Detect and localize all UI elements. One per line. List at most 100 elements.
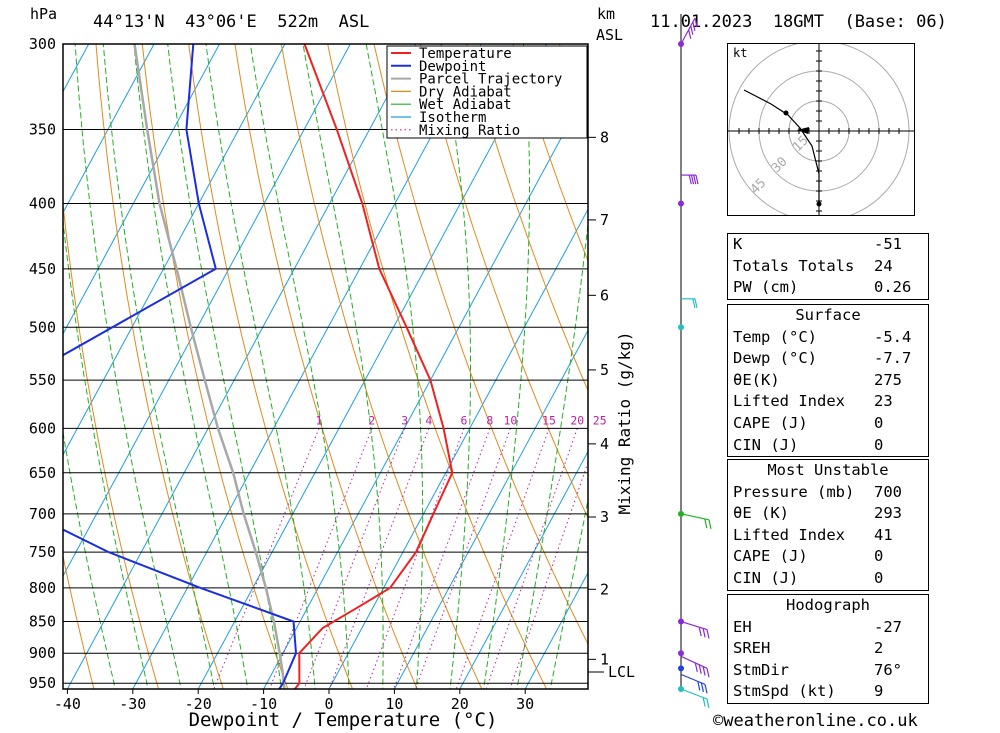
mu-value: 0 xyxy=(874,547,884,566)
most-unstable-panel: Most Unstable Pressure (mb) 700 θE (K) 293… xyxy=(727,459,929,591)
dry-adiabat-line xyxy=(327,44,547,689)
wind-barb-flag xyxy=(700,682,704,692)
wet-adiabat-line xyxy=(302,44,384,689)
mixing-ratio-label: 15 xyxy=(542,413,556,427)
mixing-ratio-line xyxy=(393,428,491,689)
isotherm-line xyxy=(63,44,286,456)
legend-label: Dry Adiabat xyxy=(419,84,512,100)
wind-barb-flag xyxy=(702,666,706,676)
mu-label: CAPE (J) xyxy=(733,547,808,566)
pressure-label: 650 xyxy=(29,464,56,482)
mu-row: Lifted Index 41 xyxy=(728,525,928,547)
dry-adiabat-line xyxy=(234,44,418,689)
mu-label: θE (K) xyxy=(733,504,789,523)
x-tick-label: -10 xyxy=(250,695,277,713)
mixing-ratio-label: 1 xyxy=(316,413,323,427)
hodograph-point xyxy=(783,110,789,116)
hodo-row: StmDir 76° xyxy=(728,660,928,682)
mixing-ratio-label: 3 xyxy=(401,413,408,427)
wind-level-dot xyxy=(678,200,684,207)
isotherm-line xyxy=(63,44,220,335)
x-tick-label: 30 xyxy=(516,695,534,713)
pressure-label: 700 xyxy=(29,505,56,523)
wind-barb-flag xyxy=(697,681,701,691)
mu-value: 700 xyxy=(874,482,902,501)
km-tick-label: 5 xyxy=(600,361,609,379)
x-tick-label: 0 xyxy=(324,695,333,713)
location-title: 44°13'N 43°06'E 522m ASL xyxy=(93,12,370,32)
isotherm-line xyxy=(197,44,547,689)
surface-label: CAPE (J) xyxy=(733,413,808,432)
dry-adiabat-line xyxy=(977,44,1000,689)
legend-label: Temperature xyxy=(419,46,512,62)
mixing-ratio-line xyxy=(269,428,373,689)
pressure-label: 600 xyxy=(29,419,56,437)
x-tick-label: -30 xyxy=(119,695,146,713)
wet-adiabat-line xyxy=(102,44,215,689)
mixing-ratio-line xyxy=(365,428,465,689)
surface-value: 0 xyxy=(874,435,884,454)
mixing-ratio-label: 6 xyxy=(461,413,468,427)
wind-level-dot xyxy=(678,665,684,672)
wind-barb-flag xyxy=(692,21,696,32)
wind-barb xyxy=(680,513,710,521)
dry-adiabat-line xyxy=(930,44,1000,689)
isotherm-line xyxy=(393,329,588,689)
dry-adiabat-line xyxy=(0,44,29,689)
mu-row: Pressure (mb) 700 xyxy=(728,482,928,504)
index-label: PW (cm) xyxy=(733,278,799,297)
wind-barb xyxy=(680,655,708,669)
mixing-ratio-label: 25 xyxy=(593,413,607,427)
isotherm-line xyxy=(63,44,155,214)
pressure-label: 400 xyxy=(29,195,56,213)
surface-row: Dewp (°C) -7.7 xyxy=(728,348,928,370)
mu-value: 293 xyxy=(874,504,902,523)
temperature-line xyxy=(293,44,454,689)
plot-frame xyxy=(62,43,589,690)
surface-row: θE(K) 275 xyxy=(728,370,928,392)
mixing-ratio-label: 2 xyxy=(368,413,375,427)
km-tick-label: 1 xyxy=(600,650,609,668)
index-row: Totals Totals 24 xyxy=(728,256,928,278)
surface-label: Dewp (°C) xyxy=(733,349,817,368)
wet-adiabat-line xyxy=(516,219,588,689)
isotherm-line xyxy=(63,44,351,578)
wind-barb-flag xyxy=(704,684,708,694)
most-unstable-title: Most Unstable xyxy=(767,461,889,479)
x-tick-label: -40 xyxy=(54,695,81,713)
hodo-value: -27 xyxy=(874,617,902,636)
x-axis-label: Dewpoint / Temperature (°C) xyxy=(189,709,498,731)
wind-barb-flag xyxy=(688,29,692,39)
index-label: K xyxy=(733,235,743,253)
hpa-label: hPa xyxy=(30,5,58,23)
wind-barb-flag xyxy=(695,174,699,185)
mixing-ratio-line xyxy=(303,428,406,689)
pressure-label: 350 xyxy=(29,120,56,138)
isotherm-line xyxy=(328,208,588,689)
wet-adiabat-line xyxy=(133,44,249,689)
mixing-ratio-line xyxy=(415,428,511,689)
wet-adiabat-line xyxy=(483,44,530,689)
hodograph-stats-panel: Hodograph EH -27 SREH 2 StmDir 76° StmSpd (… xyxy=(727,594,929,704)
wind-barb-flag xyxy=(690,25,694,35)
wind-barb-flag xyxy=(706,629,710,639)
pressure-label: 900 xyxy=(29,644,56,662)
dewpoint-line xyxy=(63,44,298,689)
copyright-footer: ©weatheronline.co.uk xyxy=(713,711,918,731)
mixing-ratio-label: 20 xyxy=(570,413,584,427)
dry-adiabat-line xyxy=(466,44,588,392)
mixing-ratio-axis-label: Mixing Ratio (g/kg) xyxy=(615,331,634,514)
dry-adiabat-line xyxy=(63,200,160,689)
wind-barb-flag xyxy=(694,298,698,308)
isotherm-line xyxy=(263,87,588,689)
asl-label: ASL xyxy=(596,26,624,44)
km-tick-label: 8 xyxy=(600,128,609,146)
x-tick-label: -20 xyxy=(185,695,212,713)
surface-row: CAPE (J) 0 xyxy=(728,413,928,435)
index-value: 0.26 xyxy=(874,278,912,297)
km-tick-label: 2 xyxy=(600,580,609,598)
dry-adiabat-line xyxy=(512,44,588,263)
wind-level-dot xyxy=(678,650,684,657)
surface-value: 0 xyxy=(874,413,884,432)
